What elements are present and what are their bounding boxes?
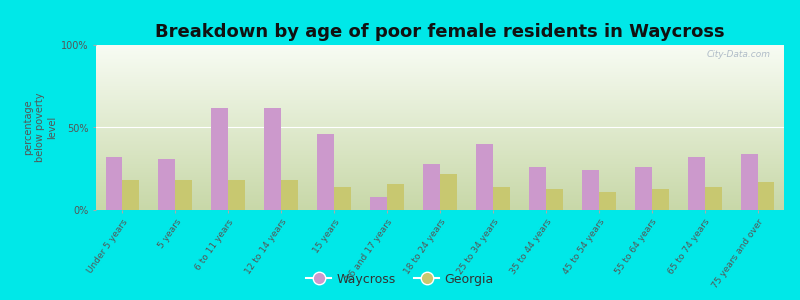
Bar bbox=[318, 134, 334, 210]
Bar bbox=[598, 192, 616, 210]
Bar bbox=[546, 188, 562, 210]
Bar bbox=[582, 170, 598, 210]
Legend: Waycross, Georgia: Waycross, Georgia bbox=[302, 268, 498, 291]
Bar bbox=[122, 180, 139, 210]
Bar bbox=[529, 167, 546, 210]
Bar bbox=[758, 182, 774, 210]
Bar bbox=[106, 157, 122, 210]
Bar bbox=[334, 187, 351, 210]
Bar bbox=[211, 108, 228, 210]
Bar bbox=[688, 157, 705, 210]
Bar bbox=[387, 184, 404, 210]
Bar bbox=[476, 144, 493, 210]
Bar bbox=[440, 174, 457, 210]
Bar bbox=[158, 159, 175, 210]
Title: Breakdown by age of poor female residents in Waycross: Breakdown by age of poor female resident… bbox=[155, 23, 725, 41]
Bar bbox=[493, 187, 510, 210]
Bar bbox=[282, 180, 298, 210]
Bar bbox=[634, 167, 652, 210]
Bar bbox=[652, 188, 669, 210]
Text: City-Data.com: City-Data.com bbox=[706, 50, 770, 59]
Bar bbox=[741, 154, 758, 210]
Bar bbox=[705, 187, 722, 210]
Bar bbox=[175, 180, 192, 210]
Bar bbox=[228, 180, 246, 210]
Bar bbox=[370, 197, 387, 210]
Bar bbox=[423, 164, 440, 210]
Bar bbox=[264, 108, 282, 210]
Y-axis label: percentage
below poverty
level: percentage below poverty level bbox=[23, 93, 57, 162]
